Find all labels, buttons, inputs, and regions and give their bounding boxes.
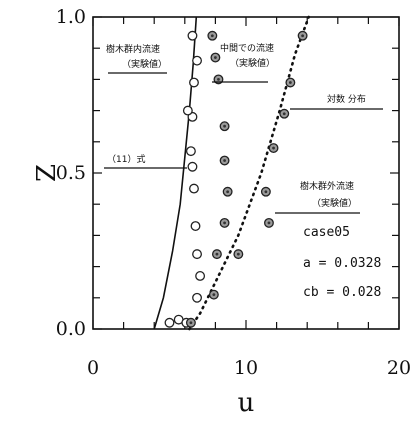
data-point-open (185, 146, 196, 157)
annotation-inner-line2: （実験値） (122, 58, 167, 70)
annotation-middle-line2: （実験値） (230, 57, 275, 69)
data-point-open (190, 221, 201, 231)
data-point-center (282, 112, 286, 116)
annotation-middle-line1: 中間での流速 (220, 42, 274, 54)
data-point-center (189, 321, 193, 325)
y-tick-label-1: 1.0 (56, 6, 86, 28)
data-point-open (189, 183, 199, 194)
parameter-case: case05 (303, 225, 350, 240)
data-point-center (267, 221, 271, 225)
data-point-center (288, 81, 292, 84)
x-tick-label-20: 20 (387, 357, 411, 379)
data-point-open (182, 105, 193, 116)
data-point-center (212, 293, 216, 297)
data-point-center (223, 221, 226, 225)
data-point-center (301, 34, 305, 38)
data-point-center (272, 146, 275, 150)
data-point-open (187, 30, 198, 41)
parameter-a: a = 0.0328 (303, 256, 381, 271)
annotation-eq: （11）式 (107, 153, 145, 165)
y-tick-label-0: 0.0 (56, 318, 86, 340)
data-point-center (210, 34, 214, 38)
data-point-center (223, 159, 226, 162)
data-point-open (164, 317, 175, 328)
data-point-open (192, 55, 202, 66)
annotation-inner-line1: 樹木群内流速 (106, 43, 160, 55)
data-point-center (215, 252, 219, 256)
series-curve-2 (188, 15, 310, 331)
data-point-center (264, 190, 268, 194)
y-axis-title: Z (32, 164, 62, 182)
x-tick-label-0: 0 (87, 357, 99, 379)
data-point-open (192, 292, 202, 303)
y-tick-label-05: 0.5 (56, 162, 86, 184)
data-points (164, 30, 308, 328)
x-axis-title: u (238, 388, 255, 418)
curves (153, 15, 310, 331)
data-point-center (214, 56, 217, 59)
annotation-outer-line2: （実験値） (312, 197, 357, 209)
x-tick-label-10: 10 (234, 357, 258, 379)
parameter-cb: cb = 0.028 (303, 285, 381, 300)
data-point-open (189, 77, 199, 88)
data-point-open (187, 161, 198, 172)
data-point-center (226, 190, 230, 194)
annotation-log: 対数 分布 (327, 93, 366, 105)
data-point-center (236, 252, 240, 256)
data-point-open (195, 271, 206, 281)
axis-ticks (92, 16, 400, 330)
series-curve-1 (153, 16, 198, 330)
data-point-center (223, 124, 226, 128)
data-point-open (192, 249, 202, 260)
annotation-outer-line1: 樹木群外流速 (300, 180, 354, 192)
data-point-center (217, 78, 220, 81)
